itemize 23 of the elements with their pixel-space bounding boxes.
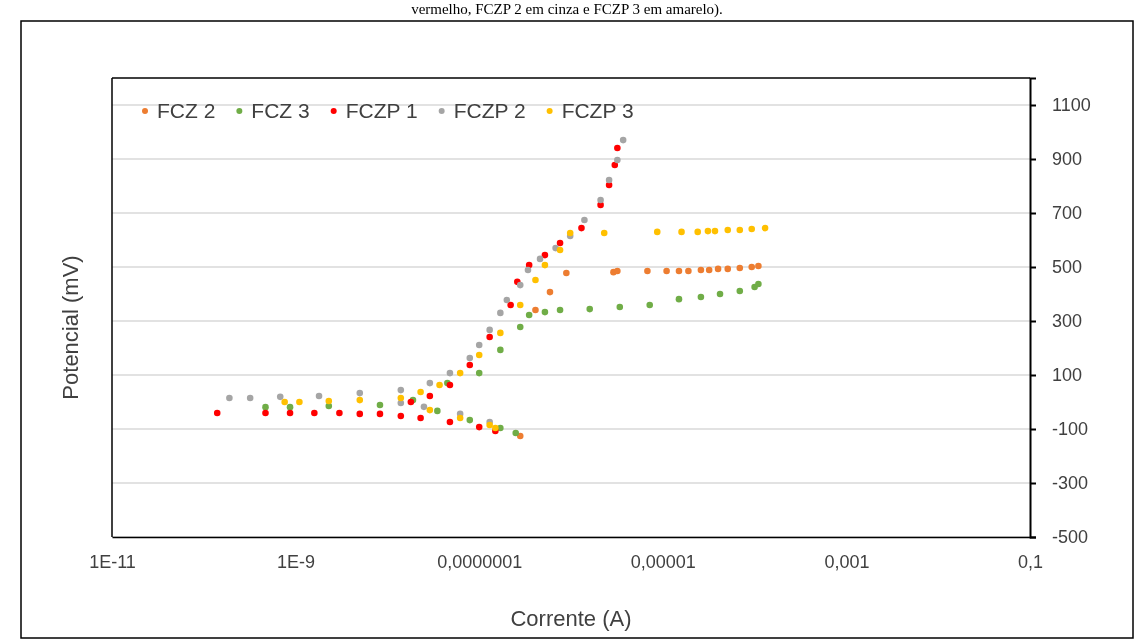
legend-label: FCZP 2 xyxy=(453,99,526,122)
y-tick-label: 300 xyxy=(1052,311,1083,332)
x-tick-label: 1E-11 xyxy=(89,551,136,572)
legend-label: FCZ 2 xyxy=(157,99,216,122)
legend-label: FCZP 1 xyxy=(345,99,418,122)
y-tick-label: 100 xyxy=(1052,365,1083,386)
y-tick-label: 700 xyxy=(1052,203,1083,224)
y-tick-label: 500 xyxy=(1052,257,1083,278)
x-tick-label: 0,001 xyxy=(824,551,870,572)
y-tick-label: -100 xyxy=(1052,419,1089,440)
x-tick-label: 1E-9 xyxy=(277,551,316,572)
y-axis-title: Potencial (mV) xyxy=(58,255,83,400)
legend-label: FCZP 3 xyxy=(561,99,634,122)
y-tick-label: 1100 xyxy=(1052,95,1091,116)
y-tick-label: 900 xyxy=(1052,149,1083,170)
y-tick-label: -300 xyxy=(1052,473,1089,494)
y-tick-label: -500 xyxy=(1052,527,1089,548)
text: vermelho, FCZP 2 em cinza e FCZP 3 em amarelo). xyxy=(411,1,723,18)
x-tick-label: 0,0000001 xyxy=(437,551,523,572)
x-tick-label: 0,00001 xyxy=(630,551,696,572)
x-tick-label: 0,1 xyxy=(1017,551,1044,572)
x-axis-title: Corrente (A) xyxy=(510,606,632,631)
legend-label: FCZ 3 xyxy=(251,99,310,122)
